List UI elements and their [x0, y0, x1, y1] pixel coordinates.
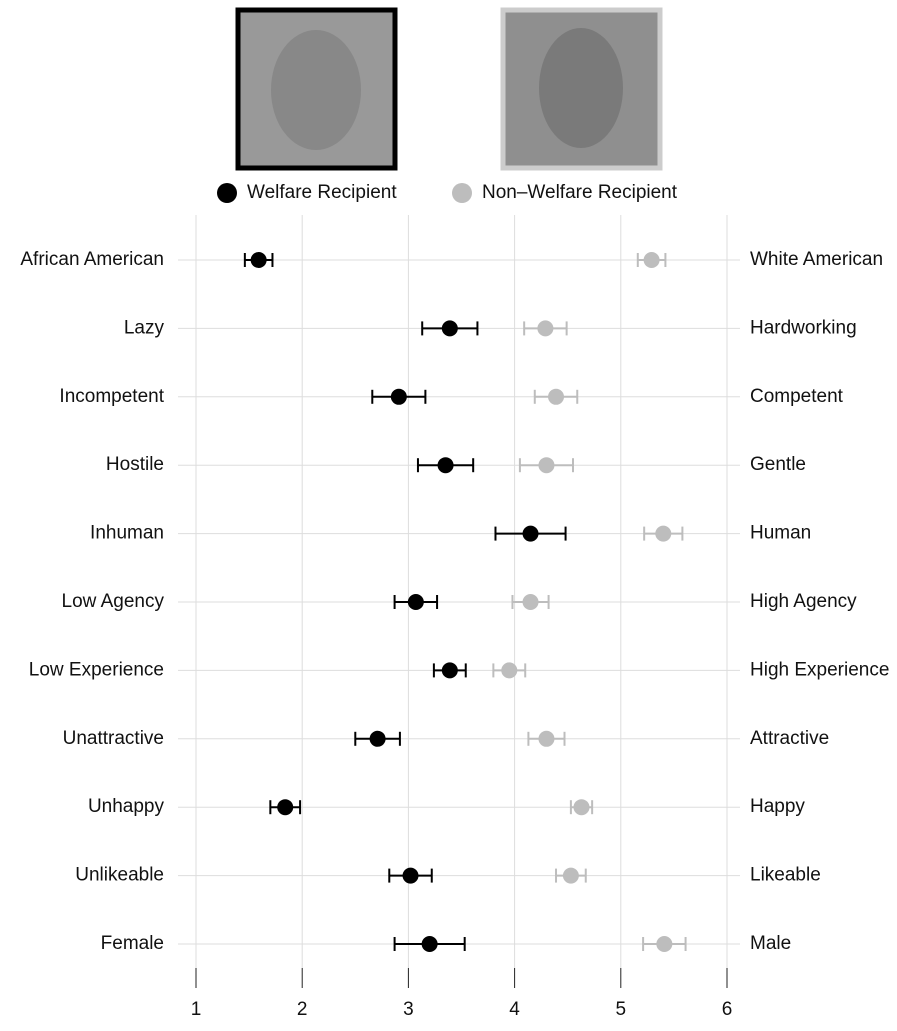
dot — [655, 525, 672, 542]
dot — [522, 525, 539, 542]
x-tick-label: 3 — [403, 999, 414, 1020]
x-tick-label: 4 — [509, 999, 520, 1020]
right-label: Hardworking — [750, 317, 857, 338]
left-label: Low Agency — [62, 591, 165, 612]
dot — [441, 320, 458, 337]
right-label: Human — [750, 523, 811, 544]
right-label: Competent — [750, 386, 844, 407]
right-label: Likeable — [750, 865, 821, 886]
dot — [573, 799, 590, 816]
dot — [562, 867, 579, 884]
dot — [250, 252, 267, 268]
right-label: Happy — [750, 796, 805, 817]
left-label: Hostile — [106, 454, 164, 475]
x-tick-label: 1 — [191, 999, 202, 1020]
dot — [402, 867, 419, 884]
left-label: Inhuman — [90, 523, 164, 544]
dot — [522, 594, 539, 610]
x-tick-label: 6 — [722, 999, 733, 1020]
face-shape — [271, 30, 361, 150]
dot — [390, 388, 407, 405]
dot — [537, 320, 554, 337]
left-label: Unlikeable — [75, 865, 164, 886]
dot — [501, 662, 518, 679]
left-label: Low Experience — [29, 659, 164, 680]
dot — [643, 252, 660, 268]
left-label: African American — [20, 249, 164, 270]
dot — [369, 730, 386, 747]
dot — [656, 936, 673, 952]
x-tick-label: 5 — [616, 999, 627, 1020]
legend-marker — [452, 183, 472, 203]
dot — [548, 388, 565, 405]
right-label: Male — [750, 933, 791, 954]
right-label: Gentle — [750, 454, 806, 475]
left-label: Lazy — [124, 317, 165, 338]
legend-label: Non–Welfare Recipient — [482, 182, 678, 203]
x-tick-label: 2 — [297, 999, 308, 1020]
dot — [538, 457, 555, 474]
dot — [421, 936, 438, 952]
legend-marker — [217, 183, 237, 203]
face-shape — [539, 28, 623, 148]
right-label: White American — [750, 249, 883, 270]
right-label: Attractive — [750, 728, 829, 749]
dot — [407, 594, 424, 610]
dot — [441, 662, 458, 679]
dot — [437, 457, 454, 474]
right-label: High Agency — [750, 591, 857, 612]
dot — [277, 799, 294, 816]
dot — [538, 730, 555, 747]
right-label: High Experience — [750, 659, 889, 680]
left-label: Unhappy — [88, 796, 165, 817]
left-label: Incompetent — [59, 386, 164, 407]
legend-label: Welfare Recipient — [247, 182, 397, 203]
left-label: Female — [101, 933, 164, 954]
left-label: Unattractive — [63, 728, 164, 749]
